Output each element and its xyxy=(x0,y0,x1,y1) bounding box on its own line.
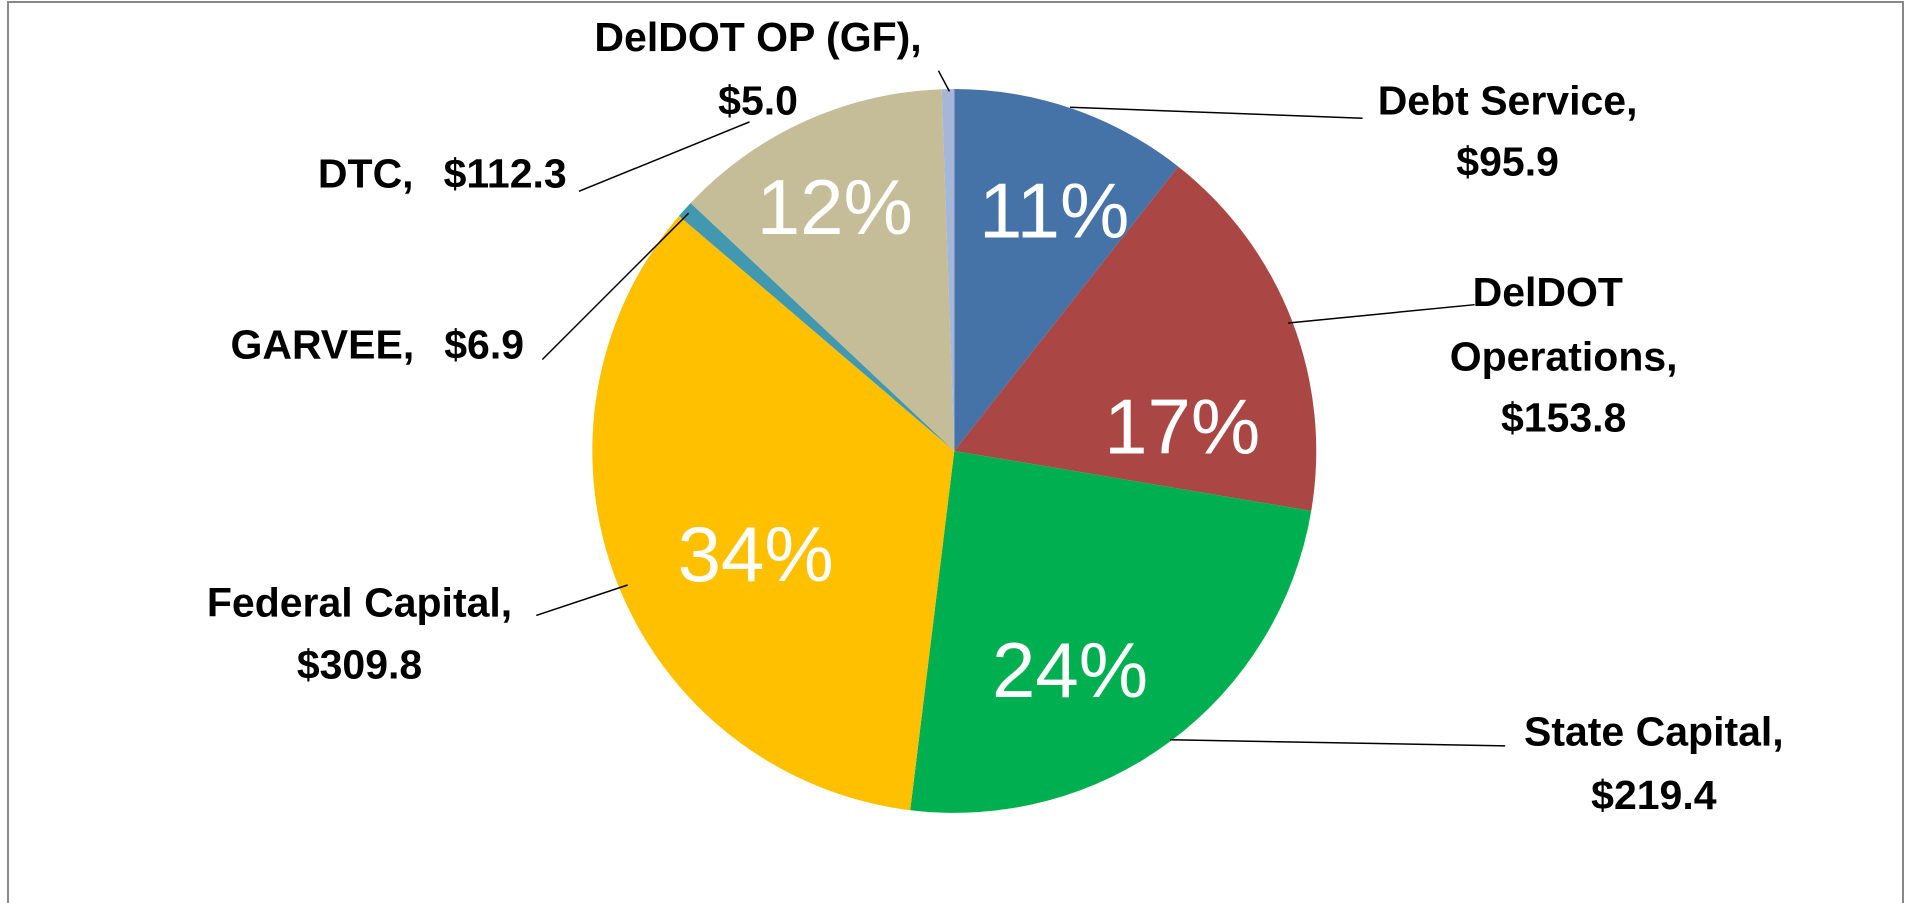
leader-line xyxy=(578,121,750,193)
category-label: Debt Service, xyxy=(1378,77,1638,123)
value-label: $5.0 xyxy=(718,77,798,123)
leader-line xyxy=(937,70,951,92)
value-label: $153.8 xyxy=(1501,394,1626,440)
pie-slice xyxy=(941,88,955,451)
category-label: DTC, xyxy=(318,151,414,197)
category-label: DelDOT Operations, xyxy=(1450,269,1678,380)
percent-label: 34% xyxy=(678,510,834,598)
pie-slice xyxy=(592,215,955,811)
leader-line xyxy=(1169,739,1506,747)
data-label: GARVEE, $6.9 xyxy=(230,321,524,367)
leader-line xyxy=(536,584,628,617)
value-label: $112.3 xyxy=(444,151,567,197)
pie-slice xyxy=(954,88,1179,451)
leader-line xyxy=(1288,303,1475,324)
category-label: State Capital, xyxy=(1524,709,1784,755)
pie-slice xyxy=(954,166,1317,511)
category-label: DelDOT OP (GF), xyxy=(594,14,921,60)
percent-label: 11% xyxy=(979,167,1129,255)
percent-label: 17% xyxy=(1104,382,1260,470)
value-label: $309.8 xyxy=(297,642,422,688)
pie-slice xyxy=(678,202,955,451)
leader-line xyxy=(1070,106,1363,119)
leader-line xyxy=(541,212,690,361)
percent-label: 12% xyxy=(757,163,913,251)
value-label: $6.9 xyxy=(444,321,524,367)
category-label: GARVEE, xyxy=(230,321,414,367)
pie-slice xyxy=(910,450,1312,813)
value-label: $219.4 xyxy=(1591,772,1717,818)
pie-slice xyxy=(690,89,955,451)
percent-label: 24% xyxy=(992,626,1148,714)
data-label: DTC, $112.3 xyxy=(318,151,567,197)
category-label: Federal Capital, xyxy=(207,580,512,626)
value-label: $95.9 xyxy=(1456,138,1559,184)
